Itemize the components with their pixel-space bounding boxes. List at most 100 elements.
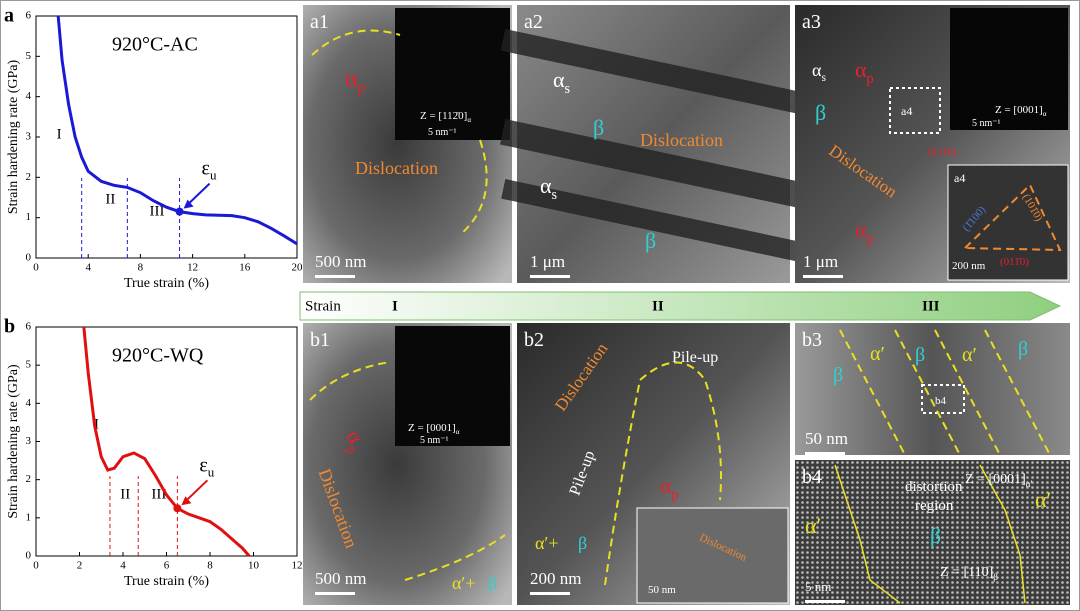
panel-label: Z = [112̄0]α — [420, 110, 471, 124]
scale-bar — [315, 275, 355, 278]
label-sub: u — [210, 168, 217, 183]
micrographs — [303, 5, 1070, 605]
y-tick-label: 5 — [26, 359, 32, 371]
curve — [82, 326, 251, 557]
x-axis-label: True strain (%) — [124, 574, 209, 589]
stage-label: I — [392, 298, 398, 314]
panel-label: (011̄0) — [1000, 256, 1029, 268]
label-sub: p — [867, 71, 874, 87]
panel-label: a4 — [954, 171, 965, 185]
label-text: 5 nm⁻¹ — [420, 435, 449, 446]
label-text: β — [578, 533, 587, 553]
label-text: α′ — [805, 513, 821, 538]
label-text: α′ — [962, 344, 977, 366]
scale-bar — [530, 592, 570, 595]
inset-box — [921, 384, 965, 414]
panel-label: Z = [0001]α — [995, 104, 1047, 118]
label-text: ε — [202, 157, 210, 179]
x-tick-label: 20 — [292, 262, 304, 274]
panel-label: 5 nm⁻¹ — [972, 118, 1001, 129]
panel-label: β — [578, 533, 587, 553]
scale-bar — [803, 275, 843, 278]
panel-label: β — [1018, 338, 1028, 360]
panel-label: β — [833, 364, 843, 386]
inset — [395, 8, 510, 140]
panel-label: αp — [345, 66, 366, 97]
x-tick-label: 8 — [138, 262, 144, 274]
label-text: α′ — [1035, 487, 1051, 512]
panel-label: α′ — [962, 344, 977, 366]
inset — [950, 8, 1068, 130]
label-text: β — [1018, 338, 1028, 360]
label-text: a2 — [524, 11, 543, 33]
panel-label: a2 — [524, 11, 543, 33]
panel-label: a4 — [901, 104, 912, 118]
label-text: b1 — [310, 329, 330, 351]
scale-bar-label: 200 nm — [530, 569, 581, 588]
label-text: α — [855, 217, 867, 242]
label-sub: β — [993, 572, 998, 582]
panel-label: distortion — [905, 479, 963, 495]
label-text: (011̄0) — [928, 146, 957, 158]
scale-bar — [315, 592, 355, 595]
panel-label: αs — [540, 173, 558, 203]
panel-label: (011̄0) — [928, 146, 957, 158]
panel-b3 — [795, 323, 1070, 455]
y-tick-label: 3 — [26, 435, 32, 447]
scale-bar — [805, 452, 845, 455]
label-text: α — [345, 66, 358, 92]
strain-arrow — [299, 291, 1062, 321]
label-text: β — [833, 364, 843, 386]
panel-label: αs — [812, 60, 826, 84]
panel-label: β — [593, 115, 604, 140]
panel-label: α′+ — [452, 573, 476, 593]
label-text: Z = [110] — [940, 565, 993, 580]
scale-bar-label: 500 nm — [315, 569, 366, 588]
label-sub: s — [565, 81, 571, 97]
label-sub: α′ — [1026, 479, 1033, 489]
label-text: b3 — [802, 329, 822, 351]
label-text: a4 — [954, 171, 965, 185]
marker-arrowhead — [183, 199, 194, 209]
y-axis-label: Strain hardening rate (GPa) — [6, 364, 21, 519]
panel-label: β — [930, 523, 941, 548]
panel-label: Dislocation — [640, 130, 723, 150]
marker-arrowhead — [181, 496, 192, 506]
x-tick-label: 0 — [33, 262, 39, 274]
scale-bar-label: 5 nm — [805, 579, 831, 594]
panel-label: b1 — [310, 329, 330, 351]
label-text: ε — [199, 454, 207, 476]
panel-label: α′ — [805, 513, 821, 538]
inset — [395, 326, 510, 446]
label-text: 5 nm⁻¹ — [428, 127, 457, 138]
stage-label: II — [105, 191, 115, 207]
label-sub: s — [552, 187, 558, 203]
panel-label: a3 — [802, 11, 821, 33]
panel-label: 200 nm — [952, 260, 986, 272]
label-text: Z = [0001] — [965, 472, 1026, 487]
y-tick-label: 0 — [26, 550, 32, 562]
label-text: Dislocation — [640, 130, 723, 150]
panel-label: β — [915, 344, 925, 366]
label-text: Z = [112̄0] — [420, 110, 467, 122]
annotation: 920°C-WQ — [112, 345, 204, 367]
y-tick-label: 1 — [26, 511, 32, 523]
label-text: β — [645, 228, 656, 253]
marker — [175, 207, 184, 216]
y-tick-label: 6 — [26, 321, 32, 333]
label-text: a3 — [802, 11, 821, 33]
label-text: α′+ — [535, 533, 559, 553]
stage-label: III — [150, 203, 165, 219]
label-text: distortion — [905, 479, 963, 495]
label-text: a4 — [901, 104, 912, 118]
scale-bar — [530, 275, 570, 278]
label-text: b2 — [524, 329, 544, 351]
panel-label: a1 — [310, 11, 329, 33]
label-sub: p — [358, 79, 366, 96]
panel-label: 5 nm⁻¹ — [428, 127, 457, 138]
x-tick-label: 4 — [85, 262, 91, 274]
label-text: α — [553, 67, 565, 92]
panel-label: region — [915, 498, 954, 514]
label-text: β — [915, 344, 925, 366]
label-text: Dislocation — [355, 158, 438, 178]
